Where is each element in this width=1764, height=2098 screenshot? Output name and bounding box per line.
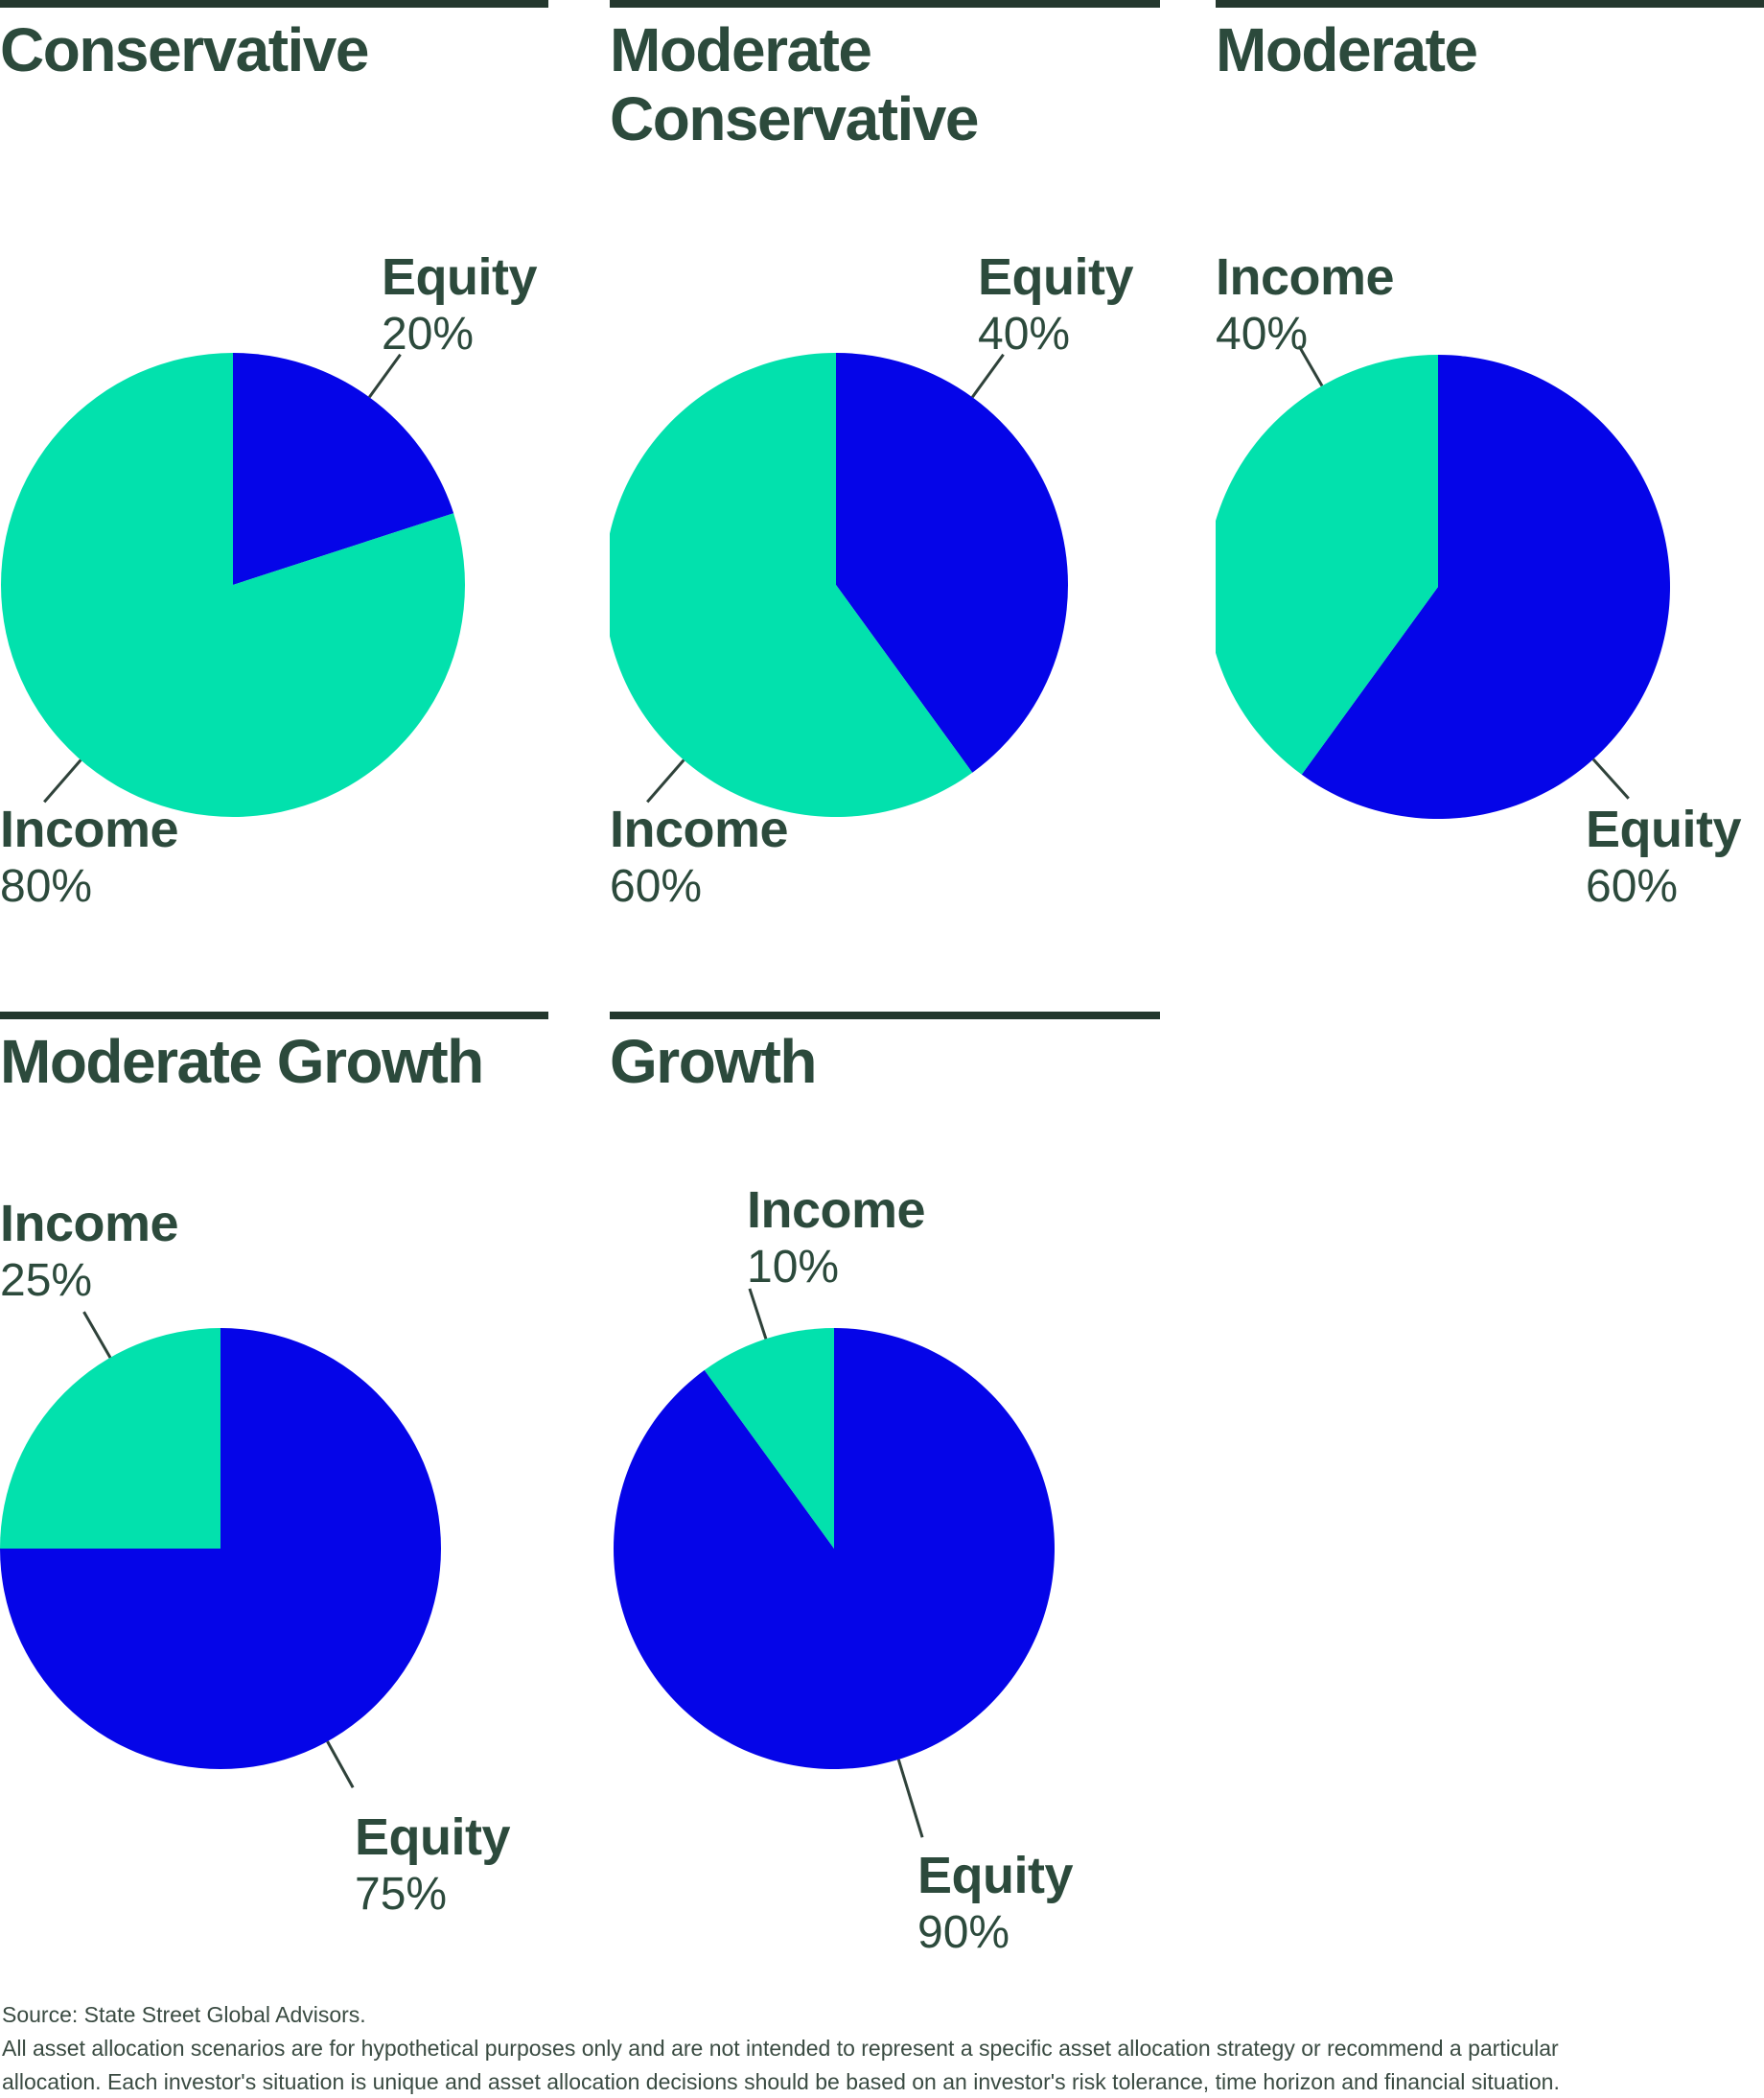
source-line: Source: State Street Global Advisors. <box>2 2002 366 2027</box>
chart-conservative: Conservative Equity 20% Income 80% <box>0 0 548 1007</box>
leader-line-income <box>1297 345 1324 387</box>
title-rule <box>610 0 1160 8</box>
chart-title: Growth <box>610 1027 817 1096</box>
title-rule <box>0 1012 548 1019</box>
pie-slice-income <box>0 353 466 817</box>
slice-label-value: 90% <box>917 1907 1010 1958</box>
leader-line-income <box>646 758 685 804</box>
disclaimer-line-2: allocation. Each investor's situation is… <box>2 2069 1560 2094</box>
slice-label-income: Income 80% <box>0 801 179 913</box>
slice-label-value: 25% <box>0 1255 93 1306</box>
slice-label-name: Income <box>610 801 789 858</box>
chart-title: Moderate Conservative <box>610 15 979 153</box>
slice-label-name: Equity <box>917 1847 1074 1904</box>
leader-line-equity <box>368 353 402 399</box>
leader-line-equity <box>1591 758 1630 800</box>
pie-slice-income <box>704 1328 834 1549</box>
title-rule <box>610 1012 1160 1019</box>
slice-label-income: Income 10% <box>747 1181 926 1294</box>
slice-label-income: Income 25% <box>0 1195 179 1307</box>
slice-label-name: Equity <box>355 1808 511 1866</box>
slice-label-equity: Equity 20% <box>382 248 538 361</box>
slice-label-value: 40% <box>978 309 1071 360</box>
slice-label-name: Equity <box>978 248 1134 306</box>
pie-chart-growth <box>614 1288 1055 1838</box>
title-rule <box>0 0 548 8</box>
slice-label-value: 10% <box>747 1242 840 1293</box>
pie-slice-equity <box>1301 354 1671 820</box>
chart-moderate-conservative: Moderate Conservative Equity 40% Income … <box>610 0 1160 1007</box>
leader-line-equity <box>326 1740 355 1788</box>
leader-line-equity <box>896 1759 924 1838</box>
slice-label-income: Income 60% <box>610 801 789 913</box>
chart-title: Moderate Growth <box>0 1027 484 1096</box>
pie-slice-income <box>610 353 973 817</box>
pie-slice-income <box>0 1328 220 1549</box>
slice-label-equity: Equity 90% <box>917 1847 1074 1959</box>
footnote: Source: State Street Global Advisors. Al… <box>2 1998 1756 2098</box>
leader-line-income <box>43 758 82 804</box>
pie-slice-equity <box>233 353 454 585</box>
pie-slice-equity <box>836 353 1068 773</box>
chart-title: Conservative <box>0 15 369 84</box>
slice-label-value: 80% <box>0 861 93 912</box>
disclaimer-line-1: All asset allocation scenarios are for h… <box>2 2036 1559 2061</box>
pie-chart-conservative <box>0 353 466 817</box>
slice-label-value: 60% <box>610 861 703 912</box>
chart-title: Moderate <box>1216 15 1478 84</box>
chart-moderate: Moderate Income 40% Equity 60% <box>1216 0 1764 1007</box>
chart-growth: Growth Income 10% Equity 90% <box>610 1012 1160 1980</box>
slice-label-value: 60% <box>1586 861 1679 912</box>
slice-label-value: 40% <box>1216 309 1309 360</box>
pie-chart-moderate <box>1216 345 1671 820</box>
slice-label-equity: Equity 75% <box>355 1808 511 1921</box>
slice-label-name: Equity <box>382 248 538 306</box>
chart-moderate-growth: Moderate Growth Income 25% Equity 75% <box>0 1012 548 1980</box>
slice-label-value: 20% <box>382 309 475 360</box>
leader-line-equity <box>971 353 1005 399</box>
slice-label-name: Income <box>0 801 179 858</box>
slice-label-value: 75% <box>355 1869 448 1920</box>
slice-label-name: Income <box>1216 248 1395 306</box>
slice-label-equity: Equity 40% <box>978 248 1134 361</box>
pie-chart-moderate-growth <box>0 1311 441 1788</box>
title-rule <box>1216 0 1764 8</box>
pie-slice-income <box>1216 355 1438 775</box>
slice-label-name: Equity <box>1586 801 1742 858</box>
slice-label-equity: Equity 60% <box>1586 801 1742 913</box>
leader-line-income <box>82 1311 112 1359</box>
slice-label-name: Income <box>0 1195 179 1252</box>
slice-label-name: Income <box>747 1181 926 1239</box>
slice-label-income: Income 40% <box>1216 248 1395 361</box>
leader-line-income <box>748 1288 768 1340</box>
pie-chart-moderate-conservative <box>610 353 1068 817</box>
